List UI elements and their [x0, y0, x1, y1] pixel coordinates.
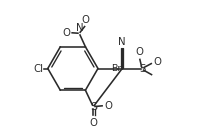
Text: Cl: Cl [34, 64, 44, 73]
Text: S: S [140, 64, 146, 73]
Text: O: O [90, 118, 98, 128]
Text: S: S [90, 102, 97, 112]
Text: N: N [76, 23, 83, 33]
Text: N: N [118, 37, 126, 47]
Text: O: O [62, 28, 70, 38]
Text: O: O [104, 101, 112, 111]
Text: O: O [81, 15, 89, 25]
Text: O: O [135, 47, 143, 57]
Text: O: O [154, 57, 162, 67]
Text: Br: Br [111, 64, 121, 73]
